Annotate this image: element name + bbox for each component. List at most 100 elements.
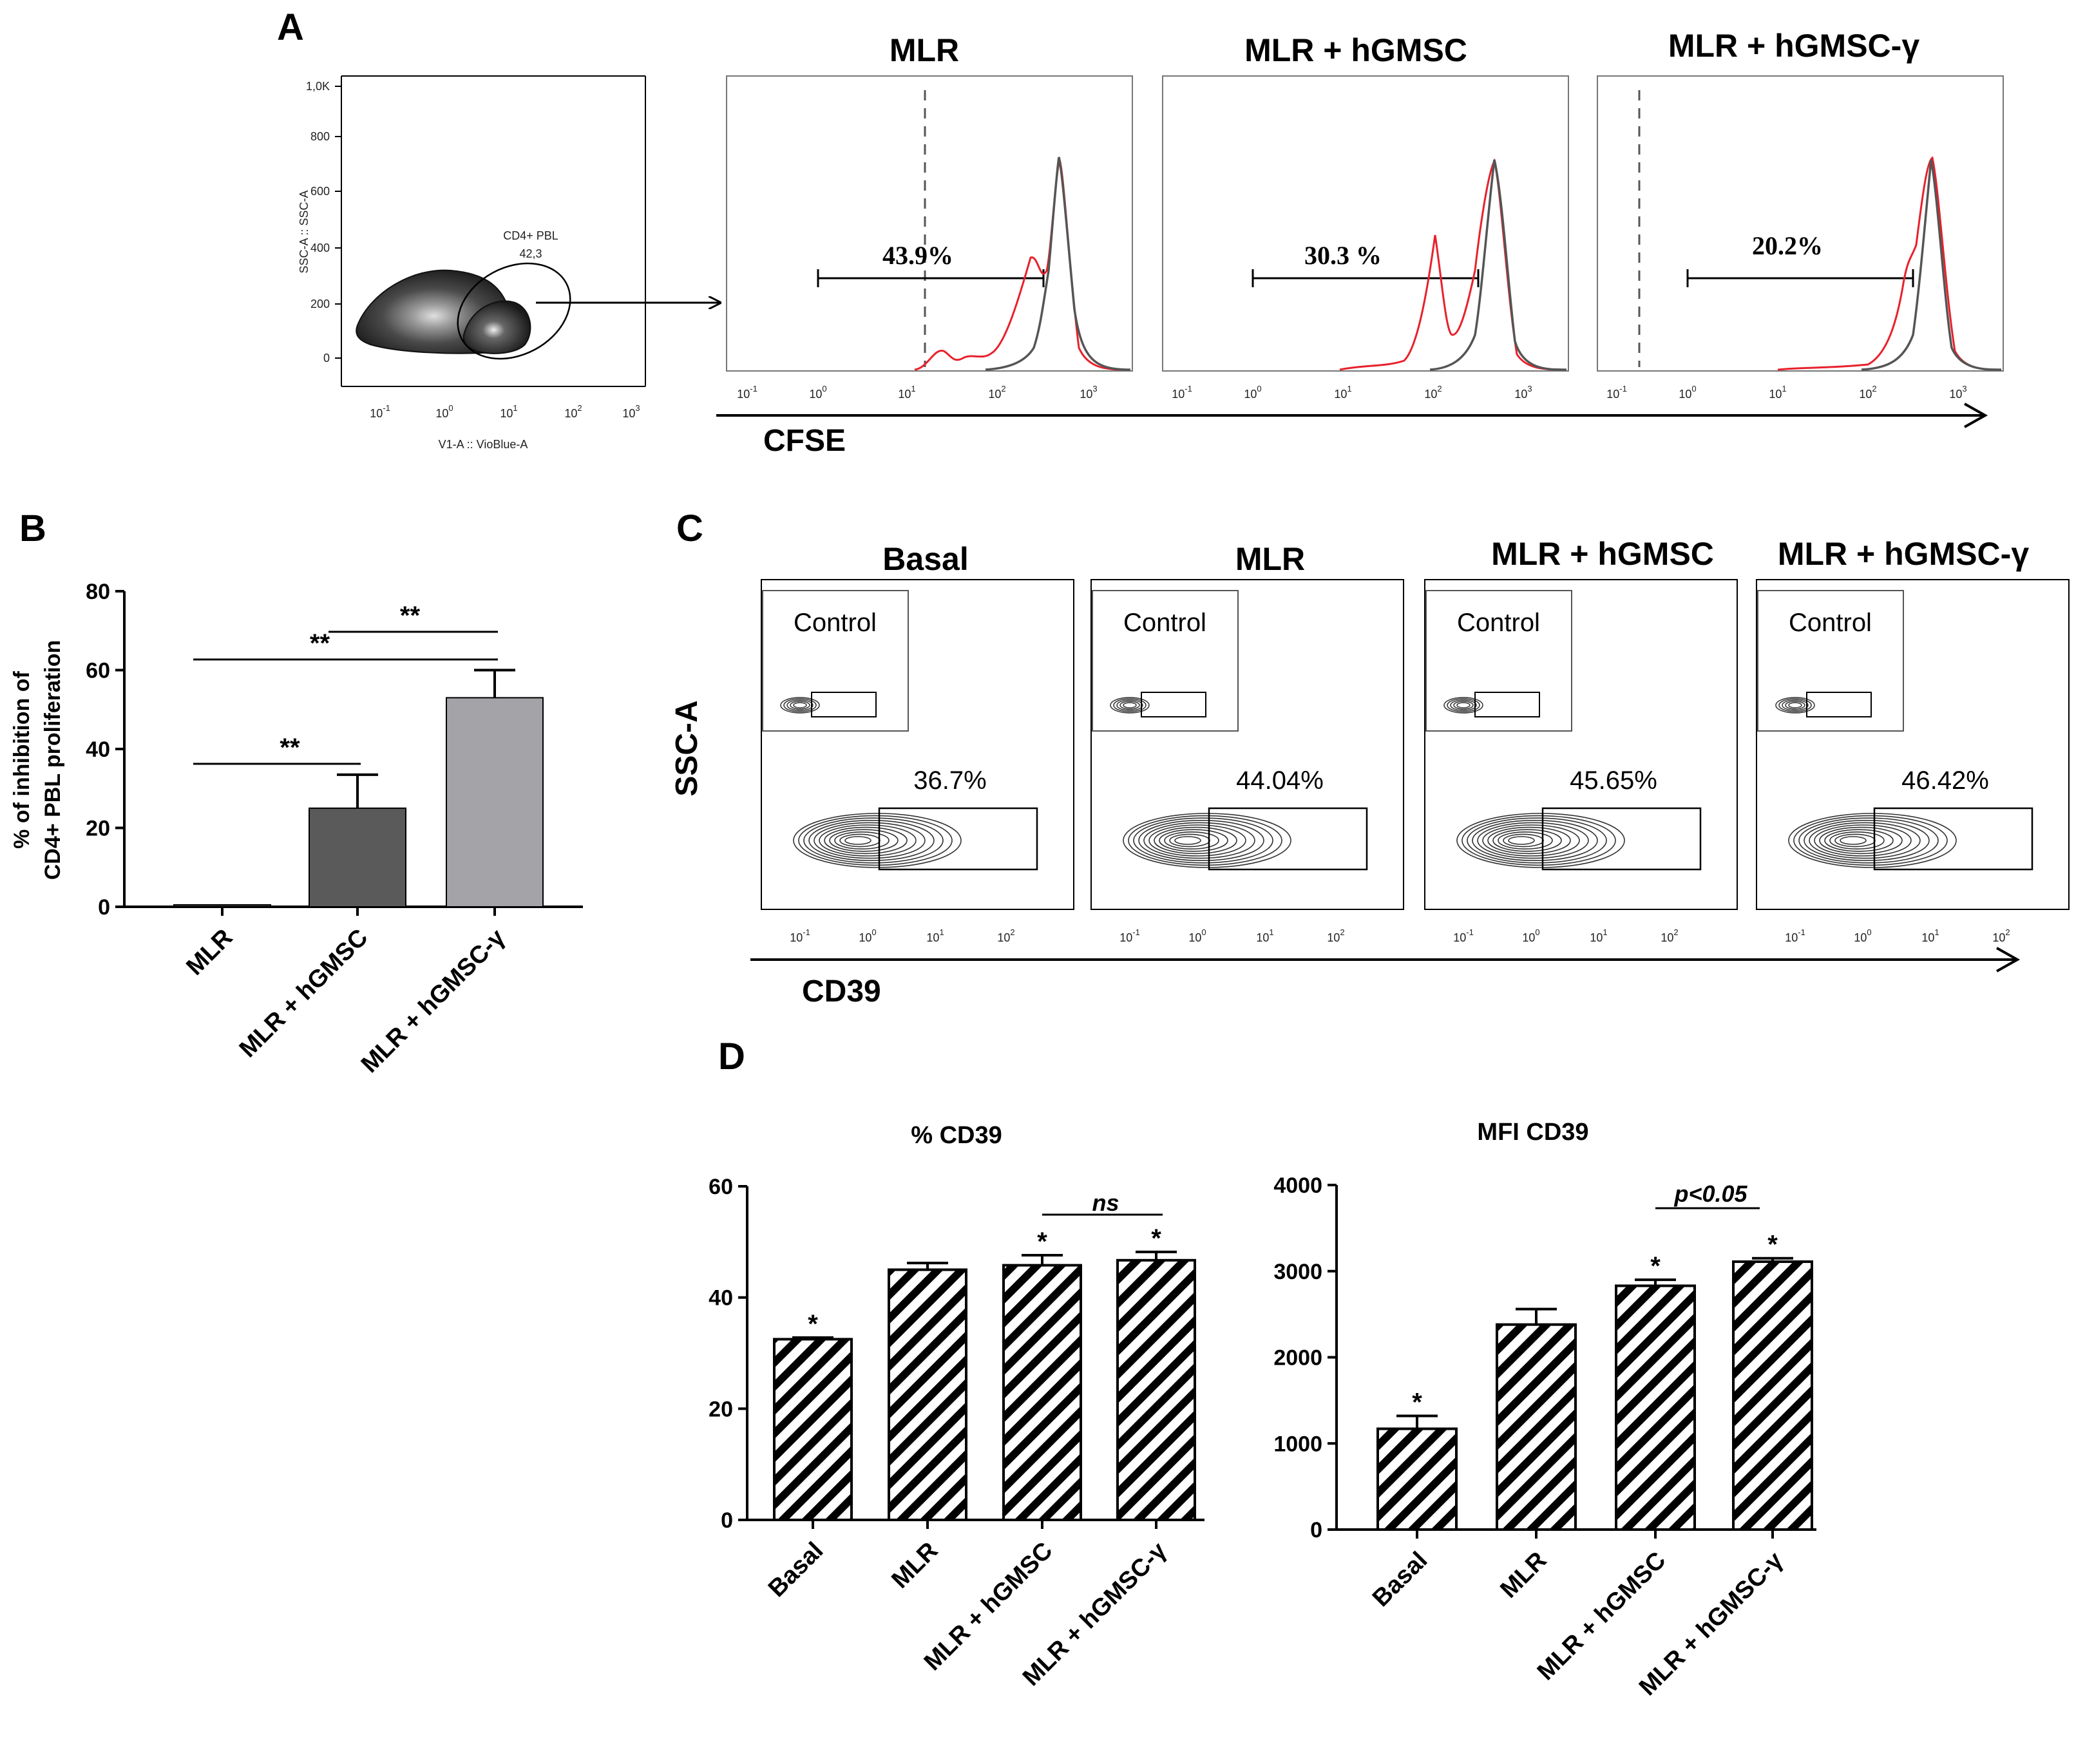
category-label: MLR (1495, 1547, 1552, 1604)
y-tick-label: 0 (98, 895, 110, 920)
cell-contour (834, 831, 890, 850)
hist-x-tick-label: 102 (1424, 384, 1442, 401)
scatter-y-label: SSC-A :: SSC-A (298, 190, 310, 273)
cd39-percent: 45.65% (1570, 766, 1657, 795)
control-contour (783, 698, 817, 712)
cd39-gate (1208, 807, 1368, 871)
cell-contour (1798, 817, 1939, 864)
y-tick-label: 3000 (1273, 1260, 1322, 1284)
significance-label: ** (400, 602, 421, 630)
contour-frame (761, 579, 1074, 910)
scatter-x-tick-label: 10-1 (370, 403, 390, 420)
scatter-y-tick-label: 400 (310, 242, 330, 254)
hist-x-tick-label: 10-1 (1172, 384, 1192, 401)
y-tick-label: 0 (721, 1508, 733, 1533)
y-tick-label: 20 (86, 817, 110, 841)
histogram-percent: 43.9% (882, 241, 953, 270)
bar (1376, 1427, 1458, 1531)
category-label: Basal (763, 1537, 828, 1602)
control-contour (1123, 702, 1137, 708)
bar (1002, 1264, 1082, 1522)
contour-x-tick-label: 102 (997, 927, 1014, 944)
significance-label: ** (280, 734, 300, 762)
histogram-frame (1597, 75, 2004, 372)
cell-contour (1804, 820, 1930, 862)
scatter-y-tick-label: 1,0K (306, 80, 330, 93)
chart-d-right-title: MFI CD39 (1477, 1119, 1588, 1146)
scatter-x-tick-label: 102 (564, 403, 582, 420)
category-label: MLR (886, 1537, 943, 1594)
cfse-histograms: MLR 43.9% MLR + hGMSC 30.3 % (716, 28, 2004, 458)
control-gate (811, 692, 877, 717)
contour-frame (1424, 579, 1738, 910)
category-label: Basal (1367, 1547, 1433, 1612)
cell-contour (803, 817, 944, 864)
cell-contour (1472, 820, 1598, 862)
bar (446, 697, 544, 907)
y-tick-label: 40 (709, 1286, 733, 1311)
significance-star: * (1037, 1228, 1047, 1256)
scatter-x-ticks: 10-1 100 101 102 103 (370, 403, 640, 420)
significance-star: * (1412, 1388, 1422, 1416)
control-contour (1450, 699, 1477, 711)
control-contour (793, 702, 807, 708)
cell-contour (1788, 813, 1957, 868)
hist-x-tick-label: 103 (1514, 384, 1532, 401)
bar (309, 807, 406, 907)
contour-x-tick-label: 101 (1921, 927, 1939, 944)
cell-contour (824, 826, 908, 855)
hist-x-tick-label: 102 (988, 384, 1005, 401)
y-tick-label: 1000 (1273, 1432, 1322, 1456)
scatter-x-tick-label: 100 (435, 403, 453, 420)
cell-contour (793, 813, 962, 868)
category-label: MLR + hGMSC (234, 924, 374, 1063)
histogram-mlr-hgmsc: MLR + hGMSC 30.3 % (1162, 32, 1569, 372)
bar (1615, 1284, 1696, 1532)
bar (888, 1268, 967, 1521)
cell-contour (814, 822, 926, 859)
cell-contour (1461, 815, 1616, 866)
contour-x-tick-label: 101 (1256, 927, 1273, 944)
cell-contour (1128, 815, 1282, 866)
category-label: MLR + hGMSC (1532, 1547, 1671, 1686)
contour-x-tick-label: 102 (1992, 927, 2010, 944)
control-contour (780, 697, 820, 714)
control-gate (1141, 692, 1206, 717)
cell-contour (808, 820, 935, 862)
hist-x-tick-label: 102 (1859, 384, 1876, 401)
cell-contour (1809, 822, 1921, 859)
cd39-axis-arrowhead (1996, 947, 2021, 972)
contour-title: Basal (882, 541, 968, 577)
contour-frame (1756, 579, 2070, 910)
cd39-percent: 44.04% (1236, 766, 1324, 795)
hist-x-tick-label: 100 (1244, 384, 1261, 401)
bracket-label: p<0.05 (1673, 1181, 1747, 1207)
bar (1732, 1260, 1813, 1531)
cell-contour (819, 824, 917, 857)
histogram-x-ticks: 10-1 100 101 102 103 10-1 100 101 102 10… (737, 384, 1966, 401)
cell-contour (1477, 822, 1589, 859)
histogram-percent: 30.3 % (1304, 241, 1382, 270)
cell-contour (1487, 826, 1571, 855)
contour-plot: MLR Control 44.04% 10-1 100 101 102 (1090, 541, 1404, 944)
histogram-mlr-hgmsc-gamma: MLR + hGMSC-γ 20.2% (1597, 28, 2004, 372)
hist-x-tick-label: 101 (1334, 384, 1351, 401)
control-inset (1092, 590, 1239, 732)
cell-contour (798, 815, 953, 866)
gate-value: 42,3 (519, 247, 542, 260)
y-tick-label: 20 (709, 1397, 733, 1421)
significance-star: * (808, 1310, 818, 1338)
hist-x-tick-label: 100 (1679, 384, 1696, 401)
panel-c-letter: C (676, 507, 703, 549)
cell-contour (1814, 824, 1912, 857)
control-inset (762, 590, 909, 732)
contour-x-tick-label: 100 (859, 927, 876, 944)
bar (1116, 1258, 1196, 1522)
hist-x-tick-label: 101 (898, 384, 915, 401)
control-contour (790, 701, 810, 710)
cd39-gate (1541, 807, 1702, 871)
hist-x-tick-label: 10-1 (737, 384, 757, 401)
